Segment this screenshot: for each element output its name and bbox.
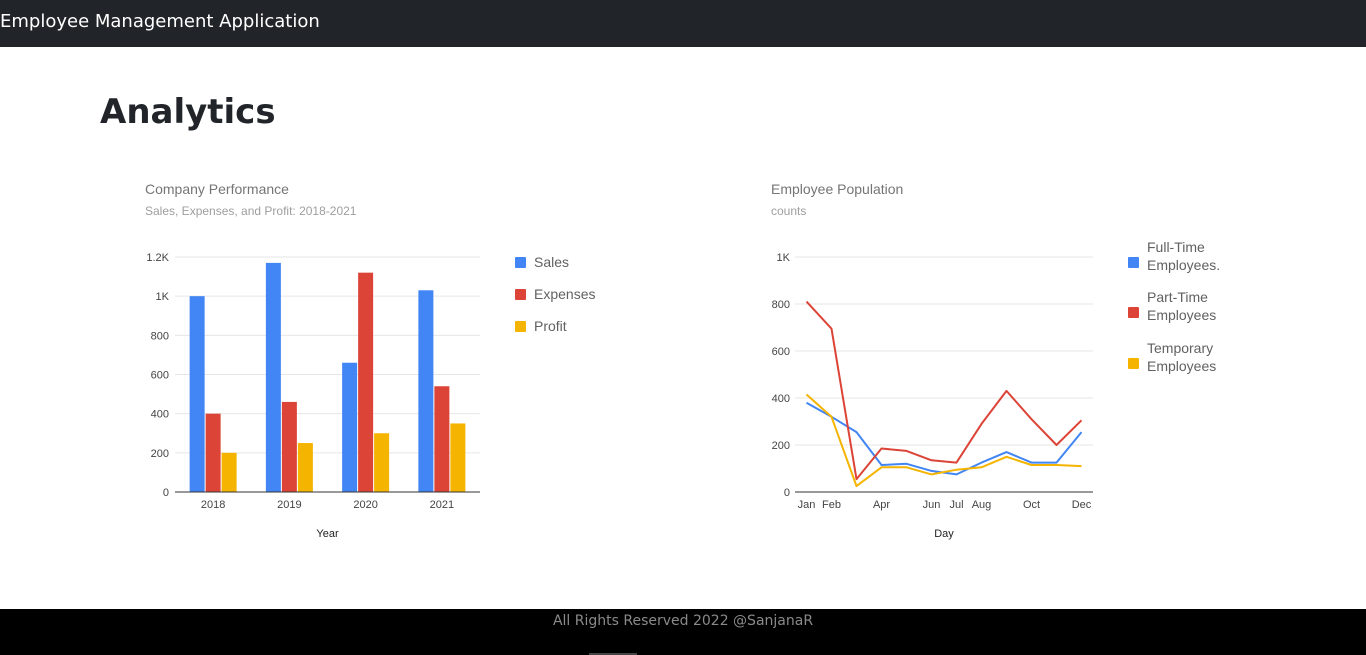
legend-label: Full-Time Employees.: [1147, 239, 1220, 273]
chart-title: Employee Population: [771, 181, 903, 197]
page-title: Analytics: [100, 92, 276, 132]
x-tick-label: 2020: [353, 499, 377, 511]
legend-swatch: [515, 289, 526, 300]
x-tick-label: Jun: [923, 499, 941, 511]
legend-label: Temporary Employees: [1147, 340, 1216, 374]
x-tick-label: 2019: [277, 499, 301, 511]
x-tick-label: Aug: [972, 499, 992, 511]
legend-swatch: [1128, 358, 1139, 369]
bar-profit: [374, 433, 390, 492]
series-line: [805, 393, 1082, 488]
y-tick-label: 800: [151, 330, 169, 342]
footer-text: All Rights Reserved 2022 @SanjanaR: [552, 613, 814, 629]
y-tick-label: 200: [772, 440, 790, 452]
bar-sales: [265, 262, 281, 492]
series-line: [805, 300, 1083, 481]
bar-profit: [450, 423, 466, 492]
x-tick-label: Oct: [1023, 499, 1040, 511]
footer: All Rights Reserved 2022 @SanjanaR: [0, 609, 1366, 655]
x-axis-title: Year: [316, 528, 339, 540]
legend-label: Profit: [534, 318, 567, 334]
x-tick-label: Feb: [822, 499, 841, 511]
x-tick-label: Apr: [873, 499, 890, 511]
y-tick-label: 0: [784, 487, 790, 499]
chart-subtitle: counts: [771, 204, 806, 218]
app-brand[interactable]: Employee Management Application: [0, 11, 320, 32]
navbar: Employee Management Application: [0, 0, 1366, 47]
x-tick-label: 2021: [430, 499, 454, 511]
x-axis-title: Day: [934, 528, 954, 540]
bar-sales: [342, 362, 358, 492]
chart-title: Company Performance: [145, 181, 289, 197]
bar-profit: [221, 452, 237, 492]
y-tick-label: 1K: [156, 291, 170, 303]
legend-swatch: [1128, 307, 1139, 318]
bar-sales: [418, 290, 434, 492]
bar-expenses: [434, 386, 450, 492]
bar-expenses: [205, 413, 221, 492]
legend-label: Expenses: [534, 286, 595, 302]
x-tick-label: Dec: [1072, 499, 1092, 511]
y-tick-label: 600: [772, 346, 790, 358]
y-tick-label: 200: [151, 448, 169, 460]
legend-swatch: [1128, 257, 1139, 268]
y-tick-label: 1.2K: [146, 252, 169, 264]
footer-divider: [589, 653, 637, 655]
y-tick-label: 600: [151, 370, 169, 382]
company-performance-chart: Company Performance Sales, Expenses, and …: [145, 181, 595, 540]
bar-expenses: [281, 401, 297, 492]
bar-sales: [189, 296, 205, 492]
legend-swatch: [515, 321, 526, 332]
legend-swatch: [515, 257, 526, 268]
chart-subtitle: Sales, Expenses, and Profit: 2018-2021: [145, 204, 357, 218]
bar-expenses: [358, 272, 374, 492]
bar-profit: [297, 443, 313, 492]
x-tick-label: Jul: [949, 499, 963, 511]
y-tick-label: 400: [151, 409, 169, 421]
y-tick-label: 1K: [777, 252, 791, 264]
x-tick-label: 2018: [201, 499, 225, 511]
y-tick-label: 0: [163, 487, 169, 499]
legend-label: Part-Time Employees: [1147, 289, 1216, 323]
legend-label: Sales: [534, 254, 569, 270]
employee-population-chart: Employee Population counts 0 200 400 600 800 1K…: [771, 181, 1220, 540]
y-tick-label: 400: [772, 393, 790, 405]
y-tick-label: 800: [772, 299, 790, 311]
x-tick-label: Jan: [798, 499, 816, 511]
